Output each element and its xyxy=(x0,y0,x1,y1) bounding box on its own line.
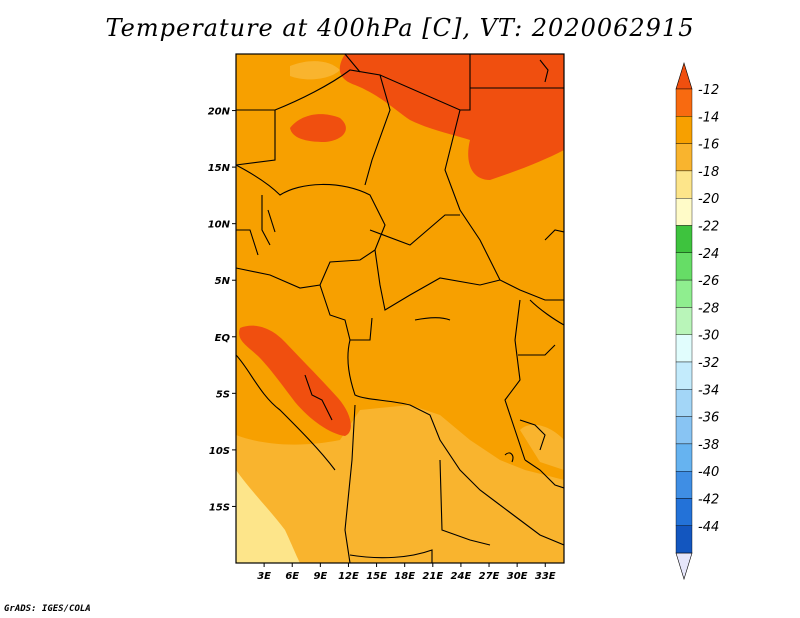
x-tick-label: 15E xyxy=(366,571,387,582)
x-tick-label: 24E xyxy=(451,571,472,582)
colorbar-band xyxy=(675,525,693,554)
x-tick-label: 21E xyxy=(422,571,443,582)
colorbar-label: -28 xyxy=(698,301,719,316)
band-minus-12-north-patch xyxy=(290,114,346,142)
colorbar-band xyxy=(675,170,693,199)
colorbar-label: -44 xyxy=(698,520,719,535)
colorbar-label: -40 xyxy=(698,465,719,480)
colorbar-band xyxy=(675,389,693,417)
band-minus-12-northeast xyxy=(339,54,564,180)
y-tick-label: 15N xyxy=(208,163,231,174)
x-tick-label: 27E xyxy=(479,571,500,582)
colorbar-top-triangle xyxy=(675,61,693,90)
y-tick-label: 5S xyxy=(216,389,230,400)
colorbar-band xyxy=(675,116,693,144)
band-minus-16-north-patch xyxy=(290,61,340,80)
colorbar-label: -18 xyxy=(698,165,719,180)
colorbar-label: -24 xyxy=(698,247,719,262)
y-tick-label: 5N xyxy=(215,276,231,287)
band-minus-18-southwest xyxy=(236,470,300,563)
y-tick-label: 10S xyxy=(209,446,230,457)
colorbar-band xyxy=(675,471,693,499)
colorbar-band xyxy=(675,197,693,226)
colorbar-band xyxy=(675,88,693,117)
colorbar-band xyxy=(675,443,693,472)
x-tick-label: 18E xyxy=(394,571,415,582)
credit-text: GrADS: IGES/COLA xyxy=(4,604,91,614)
x-tick-label: 12E xyxy=(338,571,359,582)
colorbar-label: -20 xyxy=(698,192,719,207)
x-tick-label: 6E xyxy=(285,571,299,582)
colorbar-label: -26 xyxy=(698,274,719,289)
y-tick-label: 20N xyxy=(208,107,231,118)
x-tick-label: 3E xyxy=(257,571,271,582)
colorbar: -12 -14 -16 -18 -20 -22 -24 -26 -28 -30 -32 -34 -36 -… xyxy=(675,61,719,581)
y-tick-label: 15S xyxy=(209,502,230,513)
map-frame xyxy=(235,53,565,564)
band-minus-14-central xyxy=(362,146,464,257)
y-axis-ticks: 20N 15N 10N 5N EQ 5S 10S 15S xyxy=(208,107,236,513)
colorbar-band xyxy=(675,361,693,390)
temperature-field xyxy=(236,54,564,563)
colorbar-band xyxy=(675,307,693,335)
chart-title: Temperature at 400hPa [C], VT: 202006291… xyxy=(105,14,695,42)
colorbar-band xyxy=(675,279,693,308)
colorbar-band xyxy=(675,143,693,172)
x-tick-label: 33E xyxy=(535,571,556,582)
band-minus-16-east-patch xyxy=(520,424,564,470)
colorbar-band xyxy=(675,498,693,526)
x-axis-ticks: 3E 6E 9E 12E 15E 18E 21E 24E 27E 30E 33E xyxy=(257,563,556,582)
y-tick-label: 10N xyxy=(208,220,231,231)
colorbar-band xyxy=(675,225,693,253)
x-tick-label: 9E xyxy=(313,571,327,582)
colorbar-label: -12 xyxy=(698,83,719,98)
colorbar-bottom-triangle xyxy=(675,552,693,581)
colorbar-label: -14 xyxy=(698,110,719,125)
colorbar-label: -42 xyxy=(698,493,719,508)
band-minus-16-south xyxy=(236,405,564,563)
country-borders xyxy=(236,54,564,563)
band-minus-12-coast xyxy=(239,325,351,436)
colorbar-band xyxy=(675,416,693,445)
y-tick-label: EQ xyxy=(215,333,231,344)
colorbar-band xyxy=(675,252,693,281)
colorbar-label: -34 xyxy=(698,383,719,398)
colorbar-label: -16 xyxy=(698,138,719,153)
colorbar-label: -22 xyxy=(698,220,719,235)
x-tick-label: 30E xyxy=(507,571,528,582)
colorbar-label: -36 xyxy=(698,411,719,426)
colorbar-band xyxy=(675,334,693,363)
colorbar-label: -38 xyxy=(698,438,719,453)
colorbar-label: -30 xyxy=(698,329,719,344)
colorbar-label: -32 xyxy=(698,356,719,371)
